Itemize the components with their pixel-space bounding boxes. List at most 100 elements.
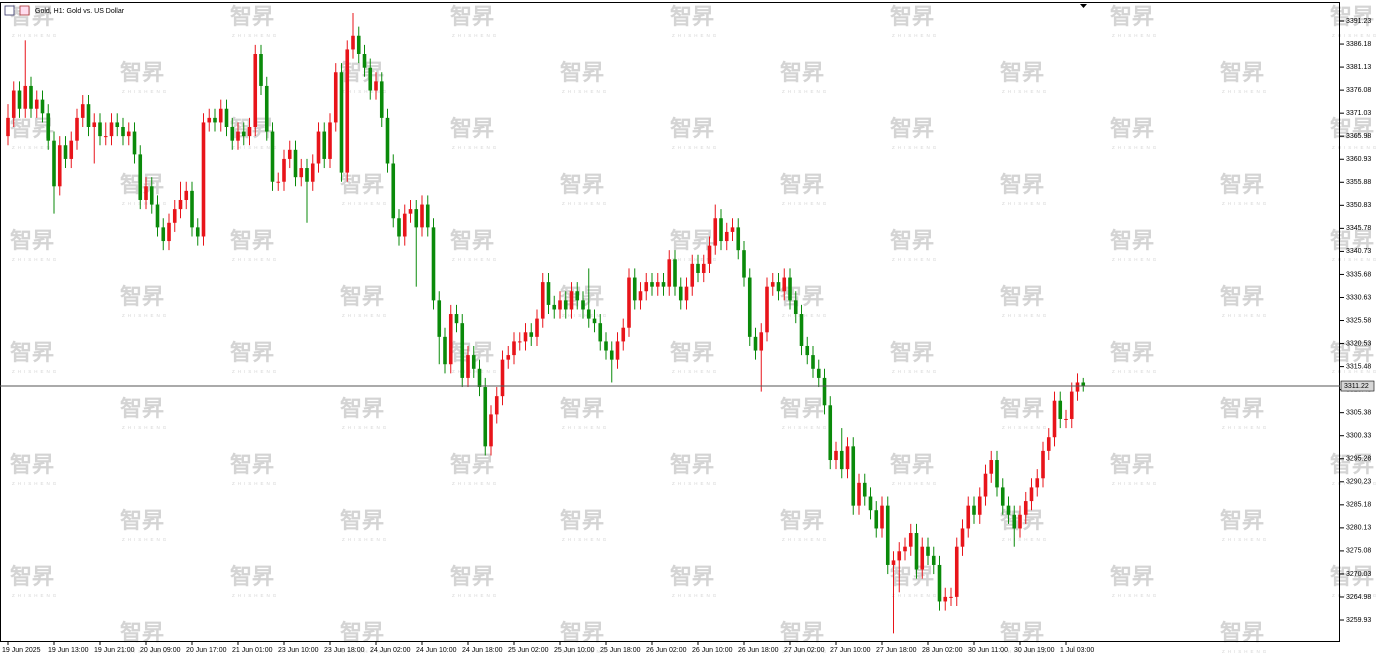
y-tick-label: 3305.38 bbox=[1346, 410, 1371, 417]
watermark: 智昇 bbox=[1220, 172, 1264, 198]
candle-body bbox=[799, 314, 804, 346]
x-tick-label: 25 Jun 02:00 bbox=[508, 647, 549, 654]
candle-body bbox=[494, 396, 499, 415]
watermark-sub: ZHISHENG bbox=[122, 89, 169, 94]
watermark-sub: ZHISHENG bbox=[1112, 593, 1159, 598]
watermark: 智昇 bbox=[670, 452, 714, 478]
candle-body bbox=[385, 117, 390, 164]
watermark-sub: ZHISHENG bbox=[1222, 537, 1269, 542]
candle-body bbox=[121, 126, 125, 137]
candle-body bbox=[328, 122, 332, 159]
watermark: 智昇 bbox=[890, 228, 934, 254]
watermark: 智昇 bbox=[560, 396, 604, 422]
candle-body bbox=[1012, 514, 1017, 529]
watermark-sub: ZHISHENG bbox=[232, 257, 279, 262]
candle-body bbox=[655, 282, 660, 287]
candle-body bbox=[500, 359, 505, 397]
watermark-sub: ZHISHENG bbox=[562, 425, 609, 430]
candle-body bbox=[184, 190, 189, 200]
x-tick-label: 24 Jun 18:00 bbox=[462, 647, 503, 654]
x-tick-label: 30 Jun 11:00 bbox=[968, 647, 1008, 654]
watermark: 智昇 bbox=[1000, 172, 1044, 198]
candle-body bbox=[609, 350, 614, 360]
candle-body bbox=[540, 282, 545, 319]
candle-body bbox=[839, 450, 844, 470]
candle-body bbox=[414, 209, 419, 228]
candle-body bbox=[707, 245, 712, 264]
watermark-sub: ZHISHENG bbox=[892, 593, 939, 598]
candle-body bbox=[621, 327, 626, 342]
watermark: 智昇 bbox=[670, 4, 714, 30]
y-tick-label: 3391.23 bbox=[1346, 18, 1371, 25]
candle-body bbox=[782, 277, 787, 292]
watermark-sub: ZHISHENG bbox=[782, 537, 829, 542]
watermark: 智昇 bbox=[120, 396, 164, 422]
watermark-sub: ZHISHENG bbox=[342, 649, 389, 654]
candle-body bbox=[75, 117, 79, 141]
x-tick-label: 30 Jun 19:00 bbox=[1014, 647, 1055, 654]
watermark-sub: ZHISHENG bbox=[1332, 257, 1379, 262]
watermark: 智昇 bbox=[670, 564, 714, 590]
watermark: 智昇 bbox=[1330, 340, 1374, 366]
candle-body bbox=[1046, 437, 1051, 451]
candle-body bbox=[218, 108, 223, 123]
candle-body bbox=[506, 355, 511, 360]
candle-body bbox=[776, 282, 781, 292]
candle-body bbox=[661, 282, 666, 287]
y-tick-label: 3335.68 bbox=[1346, 271, 1371, 278]
y-tick-label: 3295.28 bbox=[1346, 456, 1371, 463]
chart-icon[interactable] bbox=[19, 5, 30, 16]
candle-body bbox=[874, 510, 879, 529]
watermark-sub: ZHISHENG bbox=[1112, 145, 1159, 150]
watermark-sub: ZHISHENG bbox=[782, 313, 829, 318]
candle-body bbox=[6, 117, 10, 137]
candle-body bbox=[46, 113, 51, 141]
watermark: 智昇 bbox=[560, 620, 604, 646]
y-tick-label: 3355.88 bbox=[1346, 179, 1371, 186]
x-tick-label: 19 Jun 21:00 bbox=[94, 647, 135, 654]
y-tick-label: 3300.33 bbox=[1346, 433, 1371, 440]
watermark: 智昇 bbox=[1330, 116, 1374, 142]
watermark-sub: ZHISHENG bbox=[562, 537, 609, 542]
watermark-sub: ZHISHENG bbox=[1332, 369, 1379, 374]
candle-body bbox=[989, 460, 994, 474]
watermark: 智昇 bbox=[890, 340, 934, 366]
watermark-sub: ZHISHENG bbox=[562, 89, 609, 94]
candle-body bbox=[161, 227, 166, 242]
candle-body bbox=[391, 163, 396, 219]
watermark-sub: ZHISHENG bbox=[672, 33, 719, 38]
candle-body bbox=[316, 131, 321, 164]
candle-body bbox=[402, 213, 407, 237]
watermark: 智昇 bbox=[1000, 620, 1044, 646]
y-tick-label: 3386.18 bbox=[1346, 41, 1371, 48]
candle-body bbox=[931, 555, 936, 565]
watermark-sub: ZHISHENG bbox=[122, 201, 169, 206]
candle-body bbox=[287, 149, 292, 159]
watermark-sub: ZHISHENG bbox=[672, 257, 719, 262]
x-tick-label: 28 Jun 02:00 bbox=[922, 647, 963, 654]
candle-body bbox=[483, 387, 488, 447]
x-tick-label: 24 Jun 02:00 bbox=[370, 647, 411, 654]
watermark: 智昇 bbox=[1000, 508, 1044, 534]
menu-icon[interactable] bbox=[4, 5, 15, 16]
watermark: 智昇 bbox=[780, 284, 824, 310]
watermark-sub: ZHISHENG bbox=[562, 201, 609, 206]
candle-body bbox=[673, 259, 677, 287]
candle-body bbox=[638, 291, 643, 301]
candle-body bbox=[379, 81, 384, 118]
last-price-box bbox=[1340, 380, 1375, 392]
watermark: 智昇 bbox=[450, 4, 494, 30]
candle-body bbox=[880, 505, 884, 529]
candle-body bbox=[408, 209, 413, 214]
candle-body bbox=[1029, 487, 1034, 502]
candle-body bbox=[1064, 418, 1068, 420]
watermark-sub: ZHISHENG bbox=[1002, 537, 1049, 542]
candle-body bbox=[535, 318, 539, 337]
candle-body bbox=[80, 104, 85, 118]
y-tick-label: 3381.13 bbox=[1346, 64, 1371, 71]
watermark-sub: ZHISHENG bbox=[452, 481, 499, 486]
watermark-sub: ZHISHENG bbox=[232, 593, 279, 598]
watermark: 智昇 bbox=[1330, 564, 1374, 590]
